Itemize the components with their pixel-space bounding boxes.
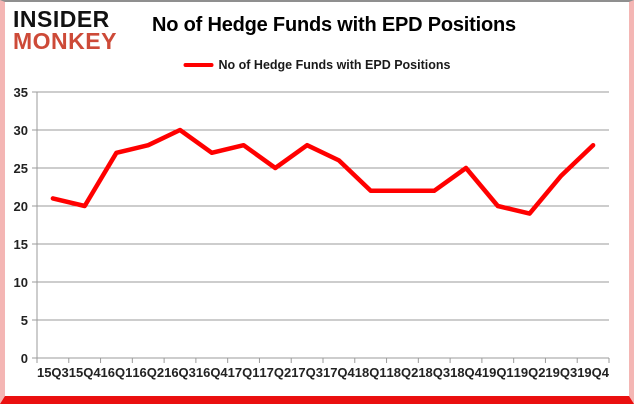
x-tick-label: 16Q1 <box>101 365 133 380</box>
legend-line-swatch <box>183 63 214 67</box>
x-tick-label: 16Q2 <box>132 365 164 380</box>
x-tick-label: 19Q1 <box>482 365 514 380</box>
y-tick-label: 30 <box>14 123 28 138</box>
x-tick-label: 18Q1 <box>355 365 387 380</box>
chart-title: No of Hedge Funds with EPD Positions <box>152 14 516 36</box>
x-tick-label: 16Q4 <box>196 365 229 380</box>
y-tick-label: 25 <box>14 161 28 176</box>
logo-text-monkey: MONKEY <box>13 27 117 54</box>
series-line <box>50 127 596 216</box>
legend-label: No of Hedge Funds with EPD Positions <box>218 58 451 72</box>
x-tick-label: 18Q3 <box>418 365 450 380</box>
x-tick-label: 17Q1 <box>228 365 260 380</box>
plot-area: 0 5 10 15 20 25 30 35 15Q3 15Q4 16Q1 16Q2 16Q3 16Q4 17… <box>5 2 629 396</box>
x-tick-label: 16Q3 <box>164 365 196 380</box>
x-tick-label: 19Q4 <box>577 365 610 380</box>
x-tick-label: 15Q4 <box>69 365 102 380</box>
x-tick-label: 15Q3 <box>37 365 69 380</box>
y-tick-label: 35 <box>14 85 28 100</box>
y-tick-label: 0 <box>21 351 28 366</box>
x-tick-label: 19Q3 <box>545 365 577 380</box>
x-tick-label: 17Q2 <box>259 365 291 380</box>
x-tick-label: 17Q4 <box>323 365 356 380</box>
y-tick-label: 5 <box>21 313 28 328</box>
insider-monkey-logo: INSIDER MONKEY <box>13 6 117 54</box>
x-tick-label: 17Q3 <box>291 365 323 380</box>
x-tick-label: 18Q4 <box>450 365 483 380</box>
logo-text-insider: INSIDER <box>13 6 110 32</box>
x-tick-label: 18Q2 <box>387 365 419 380</box>
y-tick-label: 20 <box>14 199 28 214</box>
y-tick-label: 10 <box>14 275 28 290</box>
y-tick-label: 15 <box>14 237 28 252</box>
legend: No of Hedge Funds with EPD Positions <box>183 58 451 72</box>
x-tick-label: 19Q2 <box>514 365 546 380</box>
